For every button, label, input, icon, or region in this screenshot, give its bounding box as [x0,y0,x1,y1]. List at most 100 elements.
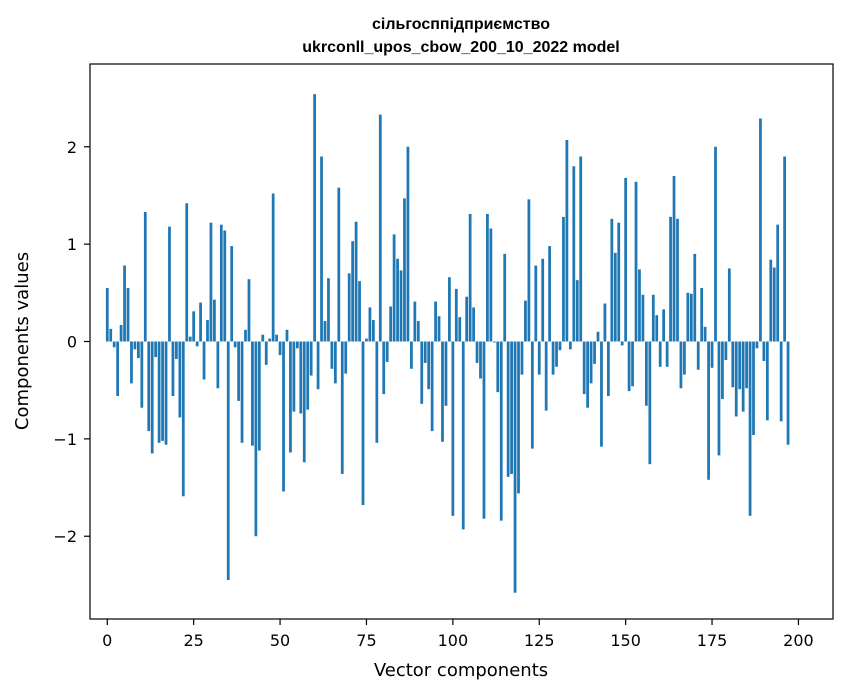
bar-95 [434,301,437,342]
bar-125 [537,341,541,375]
chart-title: сільгосппідприємство [372,16,550,33]
bar-137 [579,156,583,342]
bar-86 [403,198,406,342]
bar-136 [575,280,579,342]
bar-18 [168,226,171,342]
bar-92 [423,341,427,363]
bar-151 [627,341,631,392]
bar-191 [765,341,769,421]
bar-34 [223,230,227,342]
bar-101 [454,288,458,342]
bar-58 [306,341,310,410]
plot-frame [89,63,834,620]
bar-170 [693,253,697,342]
bar-65 [330,341,334,369]
bar-84 [396,258,399,342]
bar-164 [672,175,676,342]
bar-59 [309,341,313,376]
bar-91 [420,341,424,404]
bar-12 [147,341,151,432]
bar-197 [786,341,790,445]
bar-169 [689,293,693,342]
bar-68 [340,341,344,474]
bar-182 [734,341,738,417]
bar-30 [209,222,213,342]
bar-196 [783,156,786,342]
bar-190 [762,341,766,361]
bar-113 [496,341,500,393]
bar-16 [161,341,164,441]
bar-55 [295,341,299,349]
bar-121 [524,300,527,342]
bar-153 [634,181,638,342]
bar-57 [302,341,306,463]
bar-75 [365,338,368,342]
bar-23 [185,203,189,342]
bar-54 [292,341,296,412]
bar-66 [333,341,337,384]
bar-90 [416,321,420,342]
bar-89 [413,301,417,342]
bar-115 [503,253,507,342]
bar-3 [116,341,120,397]
bar-148 [617,222,621,342]
x-tick-label: 50 [270,631,290,650]
bar-39 [240,341,244,443]
bar-154 [638,269,641,342]
bar-187 [752,341,755,435]
bar-88 [410,341,413,369]
bar-194 [776,224,780,342]
x-tick-label: 75 [356,631,376,650]
bar-69 [344,341,348,374]
bar-181 [731,341,735,388]
x-axis-label: Vector components [374,660,548,681]
bar-155 [641,294,645,342]
bar-195 [779,341,783,422]
bar-94 [430,341,434,432]
bar-179 [724,341,728,360]
bar-186 [748,341,752,516]
bar-173 [703,326,707,342]
bar-161 [662,309,666,342]
y-tick-label: −1 [53,430,77,449]
bar-53 [289,341,292,453]
bar-8 [133,341,137,350]
bar-102 [458,317,462,342]
bar-116 [506,341,510,477]
bar-83 [392,234,396,342]
bar-147 [613,252,617,342]
bar-144 [603,303,607,342]
y-axis-ticks: −2 −1 0 1 2 [53,138,90,546]
bar-50 [278,341,282,356]
y-tick-label: 0 [67,333,77,352]
bar-163 [669,216,672,342]
bar-111 [489,228,493,342]
bar-26 [195,341,199,347]
bar-107 [475,341,479,363]
bar-145 [606,341,610,397]
bar-177 [717,341,721,456]
bar-67 [337,187,341,342]
bar-73 [358,281,361,342]
bar-127 [544,341,548,411]
bar-93 [427,341,431,390]
bar-124 [534,265,538,342]
bar-178 [721,341,724,399]
bar-2 [112,341,116,348]
bar-134 [568,341,572,350]
bar-28 [202,341,206,380]
bar-45 [261,334,265,342]
bar-138 [582,341,586,395]
bar-85 [399,270,403,342]
bar-77 [371,320,375,342]
bar-4 [119,324,123,342]
bar-60 [313,94,317,342]
bar-61 [316,341,320,390]
bar-98 [444,341,448,406]
bar-63 [323,321,327,342]
y-tick-label: 2 [67,138,77,157]
bar-158 [651,294,655,342]
y-axis-label: Components values [12,252,33,430]
bar-97 [441,341,444,442]
bar-175 [710,341,714,368]
